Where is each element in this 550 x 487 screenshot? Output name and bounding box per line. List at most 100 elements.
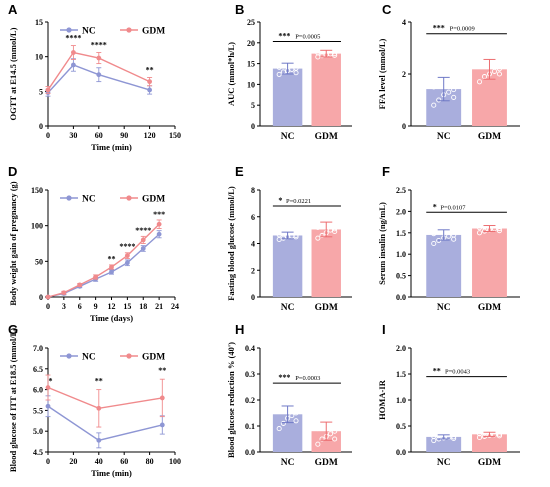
y-tick-label: 1.0 [396, 250, 406, 259]
x-tick-label: 100 [169, 457, 181, 466]
y-tick-label: 2.0 [396, 207, 406, 216]
data-point [481, 430, 488, 436]
data-point [276, 407, 282, 413]
legend-marker [126, 353, 132, 359]
panel-B: B 0 5 10 15 20 25 AUC (mmol*h/L) NC GDM *** P=0.000… [226, 2, 352, 142]
data-point [446, 89, 452, 95]
data-point [156, 221, 162, 227]
data-point [332, 228, 338, 235]
panel-letter: C [382, 2, 392, 17]
y-tick-label: 5.5 [33, 406, 43, 415]
x-tick-label: NC [281, 458, 295, 468]
x-tick-label: GDM [315, 132, 338, 142]
y-tick-label: 1.5 [396, 229, 406, 238]
x-tick-label: NC [281, 132, 295, 142]
data-point [496, 225, 502, 232]
x-tick-label: NC [437, 458, 451, 468]
significance-label: **** [135, 226, 151, 235]
y-tick-label: 0.3 [245, 370, 255, 379]
data-point [431, 433, 437, 439]
data-point [481, 61, 488, 67]
x-tick-label: 20 [69, 457, 77, 466]
significance-label: * [49, 376, 53, 385]
panel-letter: D [8, 164, 17, 179]
data-point [451, 94, 457, 100]
y-tick-label: 0 [251, 122, 255, 131]
data-point [147, 79, 153, 85]
data-point [293, 70, 299, 76]
x-tick-label: 18 [139, 302, 147, 311]
panel-A: A 0 5 10 15 OGTT at E14.5 (mmol/L) 0 30 60 90 120 1… [8, 2, 181, 152]
x-tick-label: 3 [62, 302, 66, 311]
data-point [451, 434, 457, 440]
panel-I: I 0.0 0.5 1.0 1.5 2.0 HOMA-IR NC GDM ** P=0.0043 [377, 322, 520, 468]
legend-marker [66, 353, 72, 359]
x-tick-label: 0 [46, 302, 50, 311]
data-point [293, 418, 299, 424]
series-line-nc [47, 233, 160, 298]
data-point [476, 230, 483, 236]
panel-letter: A [8, 2, 18, 17]
data-point [45, 403, 51, 409]
series-line-gdm [47, 223, 160, 298]
data-point [446, 233, 452, 239]
data-point [327, 415, 333, 421]
data-point [476, 225, 483, 231]
y-tick-label: 0.0 [396, 448, 406, 457]
x-tick-label: 21 [155, 302, 163, 311]
significance-stars: *** [278, 373, 290, 382]
bar-gdm [311, 53, 341, 127]
y-tick-label: 0 [251, 293, 255, 302]
y-tick-label: 0.1 [245, 422, 255, 431]
data-point [451, 87, 457, 93]
y-tick-label: 15 [35, 18, 43, 27]
y-tick-label: 6 [251, 213, 255, 222]
p-value-label: P=0.0005 [295, 34, 320, 41]
x-tick-label: GDM [478, 132, 501, 142]
data-point [147, 87, 153, 93]
x-tick-label: 6 [78, 302, 82, 311]
data-point [45, 385, 51, 390]
y-tick-label: 100 [31, 222, 43, 231]
data-point [332, 428, 338, 434]
y-tick-label: 0 [402, 122, 406, 131]
y-axis-label: AUC (mmol*h/L) [226, 42, 236, 106]
x-tick-label: 15 [123, 302, 131, 311]
y-tick-label: 0.5 [396, 272, 406, 281]
legend-label: NC [82, 353, 96, 363]
panel-E: E 0 2 4 6 8 Fasting blood glucose (mmol/L) NC GD… [226, 164, 352, 313]
y-axis-label: Serum insulin (ng/mL) [377, 202, 387, 285]
y-tick-label: 2.0 [396, 344, 406, 353]
data-point [280, 63, 286, 69]
y-tick-label: 15 [247, 60, 255, 69]
panel-letter: I [382, 322, 386, 337]
data-point [436, 81, 442, 87]
x-tick-label: 12 [108, 302, 116, 311]
data-point [276, 71, 282, 77]
y-axis-label: Body weight gain of pregnancy (g) [8, 181, 18, 305]
data-point [319, 436, 325, 442]
y-tick-label: 0.4 [245, 344, 255, 353]
data-point [476, 79, 483, 85]
y-tick-label: 150 [31, 186, 43, 195]
y-tick-label: 0.2 [245, 396, 255, 405]
p-value-label: P=0.0107 [440, 204, 466, 211]
bar-gdm [311, 431, 341, 452]
bar-nc [272, 68, 303, 126]
series-line-nc [47, 64, 150, 94]
panel-letter: H [235, 322, 244, 337]
series-line-nc [47, 405, 163, 442]
panel-letter: E [235, 164, 244, 179]
data-point [481, 224, 488, 230]
data-point [476, 431, 483, 437]
data-point [491, 221, 498, 227]
data-point [476, 434, 483, 440]
data-point [156, 231, 162, 237]
x-tick-label: 120 [144, 131, 156, 140]
data-point [431, 102, 437, 108]
significance-label: **** [91, 41, 107, 50]
panel-letter: B [235, 2, 244, 17]
x-tick-label: 0 [46, 131, 50, 140]
x-axis-label: Time (min) [91, 142, 132, 152]
legend-label: NC [82, 195, 96, 205]
